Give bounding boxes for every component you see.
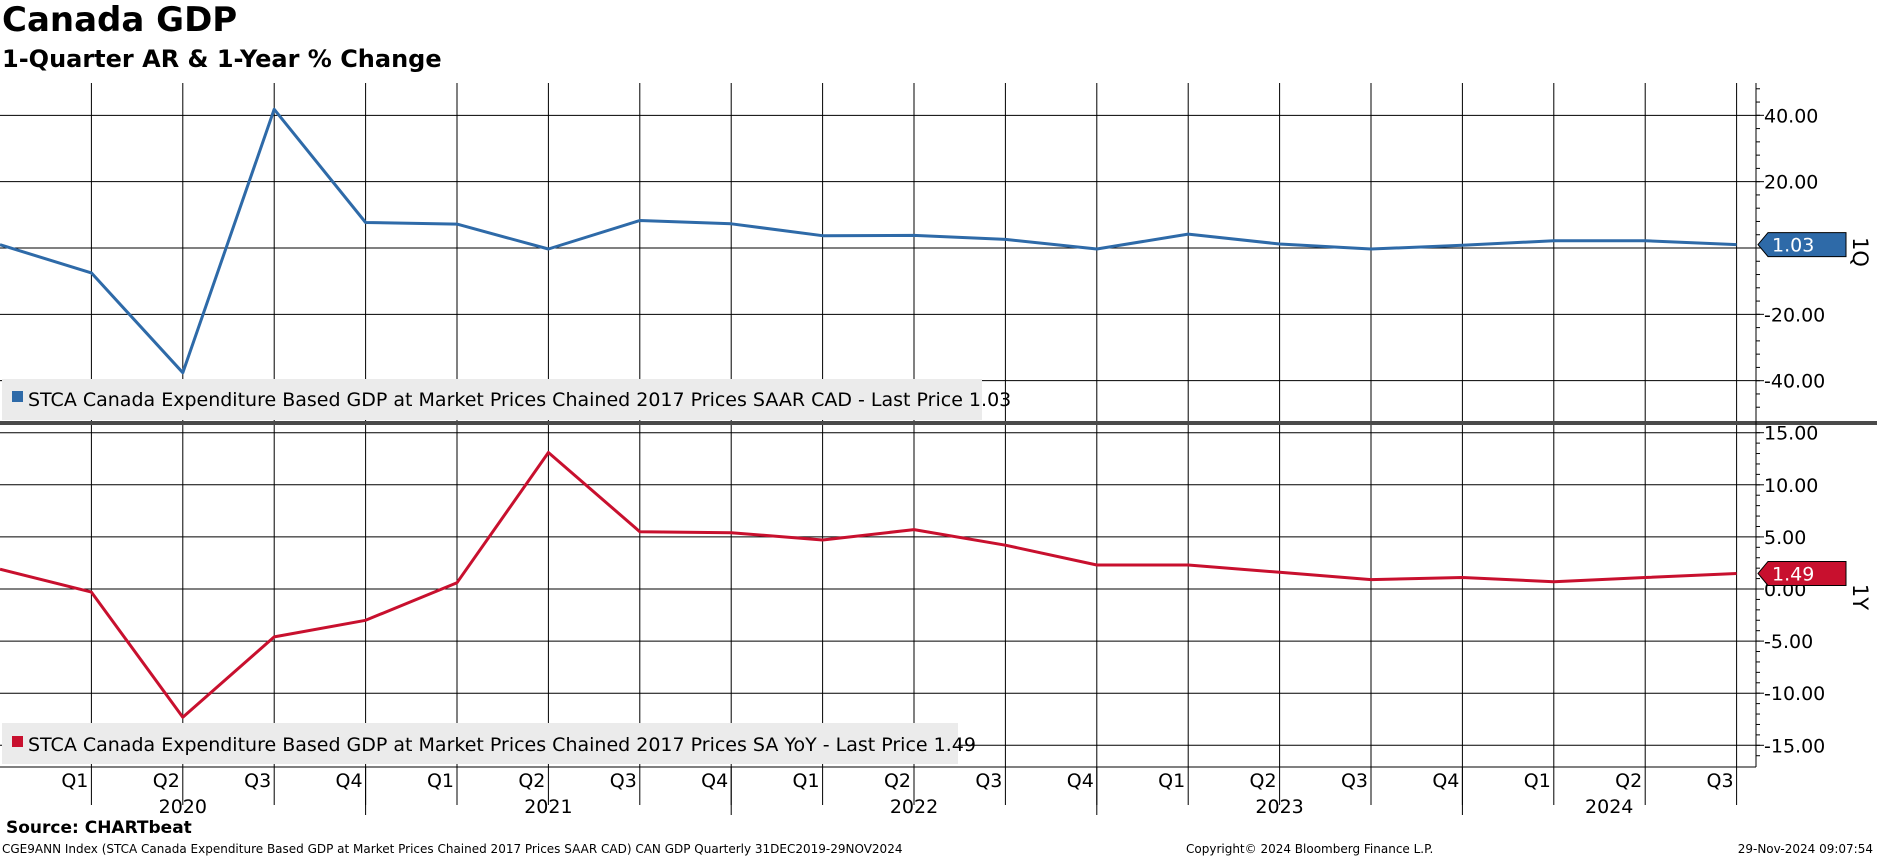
x-year-label: 2021 xyxy=(524,796,572,818)
x-axis-labels: Q1 Q2 Q3 Q4 Q1 Q2 Q3 Q4 Q1 Q2 Q3 Q4 Q1 Q2 Q3 Q4 Q1 Q2 Q3 20… xyxy=(61,767,1734,818)
vertical-gridlines xyxy=(90,83,1738,805)
y-tick-label: -20.00 xyxy=(1764,304,1825,326)
panel1-y-tick-labels: 40.00 20.00 -20.00 -40.00 xyxy=(1756,88,1825,408)
x-quarter-label: Q1 xyxy=(1524,770,1551,792)
x-quarter-label: Q1 xyxy=(1158,770,1185,792)
x-quarter-label: Q2 xyxy=(518,770,545,792)
x-quarter-label: Q3 xyxy=(610,770,637,792)
last-value-label: 1.03 xyxy=(1772,235,1814,257)
y-tick-label: 20.00 xyxy=(1764,172,1818,194)
last-value-label: 1.49 xyxy=(1772,563,1814,585)
y-tick-label: 10.00 xyxy=(1764,475,1818,497)
footer-index-description: CGE9ANN Index (STCA Canada Expenditure B… xyxy=(2,842,903,856)
x-year-label: 2023 xyxy=(1255,796,1303,818)
x-quarter-label: Q1 xyxy=(427,770,454,792)
panel2-side-label: 1Y xyxy=(1848,584,1872,610)
panel1-series-line xyxy=(0,107,1737,375)
x-quarter-label: Q4 xyxy=(701,770,728,792)
series-line xyxy=(0,451,1737,719)
panel2-legend-swatch xyxy=(12,736,23,747)
panel1-legend: STCA Canada Expenditure Based GDP at Mar… xyxy=(2,379,1011,420)
panel2-horizontal-gridlines xyxy=(0,432,1756,746)
y-tick-label: 5.00 xyxy=(1764,527,1806,549)
chart-title: Canada GDP xyxy=(2,0,238,40)
y-tick-label: -10.00 xyxy=(1764,683,1825,705)
y-tick-label: -40.00 xyxy=(1764,371,1825,393)
x-quarter-label: Q4 xyxy=(1067,770,1094,792)
x-quarter-label: Q2 xyxy=(153,770,180,792)
x-quarter-label: Q3 xyxy=(1341,770,1368,792)
footer-timestamp: 29-Nov-2024 09:07:54 xyxy=(1737,842,1873,856)
panel2-legend: STCA Canada Expenditure Based GDP at Mar… xyxy=(2,723,976,764)
x-quarter-label: Q4 xyxy=(336,770,363,792)
y-tick-label: 40.00 xyxy=(1764,105,1818,127)
source-note: Source: CHARTbeat xyxy=(6,818,192,838)
x-quarter-label: Q1 xyxy=(61,770,88,792)
x-quarter-label: Q2 xyxy=(1250,770,1277,792)
last-value-box xyxy=(1757,232,1847,258)
x-quarter-label: Q3 xyxy=(244,770,271,792)
x-quarter-label: Q2 xyxy=(1615,770,1642,792)
panel1-legend-background xyxy=(2,379,982,420)
x-quarter-label: Q4 xyxy=(1432,770,1459,792)
x-year-label: 2022 xyxy=(890,796,938,818)
y-tick-label: 15.00 xyxy=(1764,423,1818,445)
x-year-label: 2024 xyxy=(1585,796,1633,818)
panel2-last-value-tag: 1.49 xyxy=(1757,560,1847,586)
x-quarter-label: Q2 xyxy=(884,770,911,792)
x-year-label: 2020 xyxy=(159,796,207,818)
panel1-horizontal-gridlines xyxy=(0,114,1756,382)
panel2-legend-text: STCA Canada Expenditure Based GDP at Mar… xyxy=(28,734,976,756)
x-quarter-label: Q3 xyxy=(975,770,1002,792)
x-quarter-label: Q1 xyxy=(793,770,820,792)
panel2-legend-background xyxy=(2,723,958,764)
panel1-last-value-tag: 1.03 xyxy=(1757,232,1847,258)
panel-quarterly-ar: 40.00 20.00 -20.00 -40.00 STCA Canada Expen… xyxy=(0,88,1847,420)
panel1-side-label: 1Q xyxy=(1848,237,1872,267)
chart-subtitle: 1-Quarter AR & 1-Year % Change xyxy=(2,45,442,73)
panel1-legend-swatch xyxy=(12,391,23,402)
panel1-legend-text: STCA Canada Expenditure Based GDP at Mar… xyxy=(28,389,1011,411)
footer-copyright: Copyright© 2024 Bloomberg Finance L.P. xyxy=(1186,842,1434,856)
y-tick-label: -5.00 xyxy=(1764,631,1813,653)
panel2-series-line xyxy=(0,451,1737,719)
last-value-box xyxy=(1757,560,1847,586)
x-quarter-label: Q3 xyxy=(1707,770,1734,792)
y-tick-label: -15.00 xyxy=(1764,735,1825,757)
series-line xyxy=(0,107,1737,375)
